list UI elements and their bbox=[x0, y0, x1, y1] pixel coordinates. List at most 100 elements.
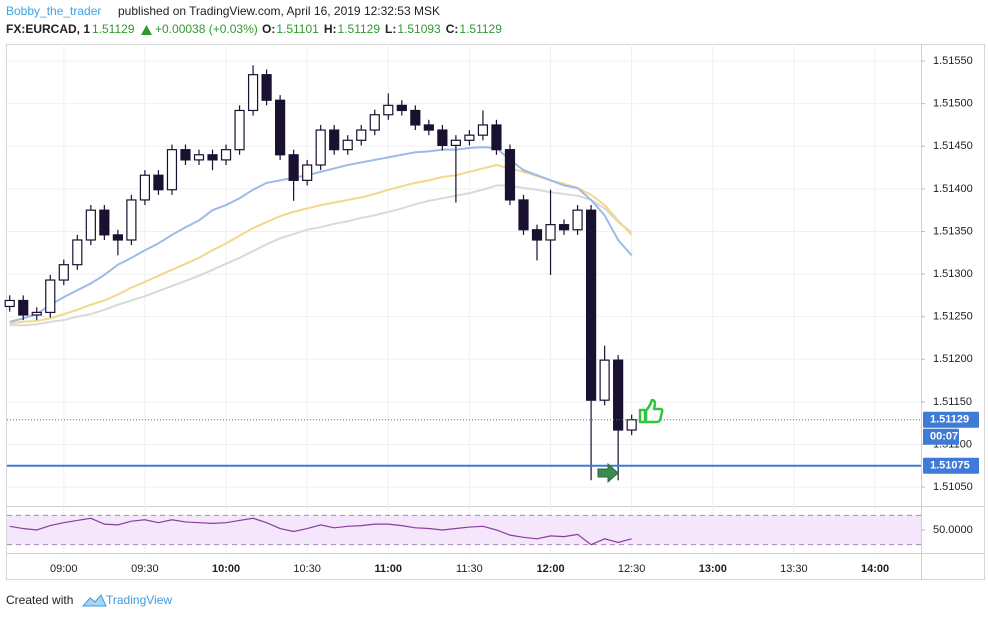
brand-logo bbox=[81, 594, 107, 607]
candle-body bbox=[31, 311, 42, 316]
candle-body bbox=[139, 174, 151, 201]
thumbs-up-icon bbox=[638, 398, 664, 424]
last-price: 1.51129 bbox=[92, 22, 135, 36]
candle-body bbox=[369, 114, 380, 131]
candle-body bbox=[491, 124, 502, 151]
footer-brand[interactable]: TradingView bbox=[106, 593, 172, 607]
candle-body bbox=[599, 359, 610, 401]
ohlc-value: 1.51101 bbox=[276, 22, 319, 36]
x-tick-label: 09:30 bbox=[131, 563, 159, 575]
candle-body bbox=[356, 129, 367, 141]
candle-body bbox=[126, 199, 137, 241]
ohlc-legend: O: 1.51101 H: 1.51129 L: 1.51093 C: 1.51129 bbox=[262, 22, 502, 36]
ohlc-key: L: bbox=[385, 22, 396, 36]
candle-body bbox=[383, 104, 394, 116]
ohlc-key: H: bbox=[324, 22, 337, 36]
y-tick-label: 1.51550 bbox=[933, 55, 973, 67]
candle-body bbox=[464, 134, 475, 141]
moving-average bbox=[9, 184, 633, 327]
x-tick-label: 12:30 bbox=[618, 563, 646, 575]
candle-body bbox=[572, 209, 583, 231]
plot: 1.510501.511001.511501.512001.512501.513… bbox=[4, 44, 979, 575]
y-tick-label: 1.51200 bbox=[933, 353, 973, 365]
candle-body bbox=[585, 209, 597, 401]
change: +0.00038 (+0.03%) bbox=[155, 22, 258, 36]
candle-body bbox=[410, 109, 421, 126]
up-triangle bbox=[141, 25, 152, 35]
candle-body bbox=[58, 264, 69, 281]
x-tick-label: 13:00 bbox=[699, 563, 727, 575]
frame bbox=[6, 44, 985, 580]
candle-body bbox=[518, 199, 529, 231]
candle-body bbox=[558, 224, 570, 231]
arrow-icon bbox=[597, 462, 619, 484]
price-label-box bbox=[923, 411, 979, 428]
price-label-box bbox=[923, 457, 979, 474]
candle-body bbox=[220, 149, 232, 161]
candle-body bbox=[85, 209, 96, 241]
x-tick-label: 10:30 bbox=[293, 563, 321, 575]
candle-body bbox=[315, 129, 326, 166]
y-tick-label: 1.51150 bbox=[933, 396, 972, 408]
countdown-box bbox=[923, 428, 959, 445]
ohlc-value: 1.51093 bbox=[397, 22, 441, 36]
y-tick-label: 1.51050 bbox=[933, 481, 973, 493]
x-tick-label: 14:00 bbox=[861, 563, 889, 575]
moving-average bbox=[9, 163, 633, 325]
author[interactable]: Bobby_the_trader bbox=[6, 4, 101, 18]
countdown: 00:07 bbox=[930, 431, 958, 443]
candle-body bbox=[450, 139, 461, 147]
candle-body bbox=[613, 359, 624, 431]
rsi-line bbox=[9, 517, 632, 546]
candle-body bbox=[166, 149, 178, 191]
candle-body bbox=[261, 74, 272, 101]
candle-body bbox=[207, 154, 218, 161]
price-label: 1.51075 bbox=[930, 460, 970, 472]
candle-body bbox=[275, 99, 286, 156]
candle-body bbox=[423, 124, 434, 131]
candle-body bbox=[18, 299, 29, 316]
ohlc-key: O: bbox=[262, 22, 275, 36]
x-tick-label: 13:30 bbox=[780, 563, 808, 575]
candle-body bbox=[342, 139, 353, 151]
candle-body bbox=[247, 74, 259, 112]
rsi-tick-label: 50.0000 bbox=[933, 524, 973, 536]
y-tick-label: 1.51450 bbox=[933, 140, 973, 152]
y-tick-label: 1.51350 bbox=[933, 225, 973, 237]
candle-body bbox=[437, 129, 448, 147]
candle-body bbox=[504, 149, 516, 201]
ohlc-key: C: bbox=[446, 22, 459, 36]
x-tick-label: 11:30 bbox=[456, 563, 483, 575]
candle-body bbox=[180, 149, 191, 161]
published: published on TradingView.com, April 16, … bbox=[118, 4, 440, 18]
candle-body bbox=[4, 299, 15, 308]
candle-body bbox=[477, 124, 489, 136]
x-tick-label: 12:00 bbox=[536, 563, 564, 575]
rsi-band bbox=[7, 515, 921, 545]
candle-body bbox=[288, 154, 299, 181]
candle-body bbox=[99, 209, 110, 236]
symbol: FX:EURCAD, 1 bbox=[6, 22, 90, 36]
candle-body bbox=[545, 224, 556, 241]
price-label: 1.51129 bbox=[930, 414, 969, 426]
candle-body bbox=[112, 234, 123, 241]
candle-body bbox=[193, 154, 205, 161]
candle-body bbox=[396, 104, 407, 112]
ohlc-value: 1.51129 bbox=[338, 22, 381, 36]
candle-body bbox=[329, 129, 340, 151]
candle-body bbox=[234, 109, 245, 151]
y-tick-label: 1.51500 bbox=[933, 98, 973, 110]
candle-body bbox=[72, 239, 83, 266]
x-tick-label: 10:00 bbox=[212, 563, 240, 575]
candle-body bbox=[626, 419, 637, 431]
y-tick-label: 1.51400 bbox=[933, 183, 973, 195]
candle-body bbox=[531, 229, 543, 241]
ohlc-value: 1.51129 bbox=[459, 22, 502, 36]
candle-body bbox=[153, 174, 164, 191]
moving-average bbox=[9, 146, 633, 323]
candle-body bbox=[45, 279, 56, 314]
x-tick-label: 11:00 bbox=[375, 563, 403, 575]
y-tick-label: 1.51250 bbox=[933, 311, 973, 323]
